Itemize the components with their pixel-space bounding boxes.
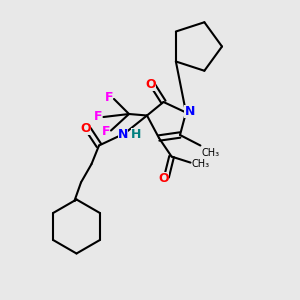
Text: N: N <box>184 105 195 119</box>
Text: F: F <box>102 125 110 138</box>
Text: F: F <box>105 91 113 104</box>
Text: F: F <box>94 110 102 124</box>
Text: CH₃: CH₃ <box>192 159 210 169</box>
Text: N: N <box>118 128 128 141</box>
Text: O: O <box>145 78 156 91</box>
Text: H: H <box>131 128 141 141</box>
Text: O: O <box>80 122 91 135</box>
Text: CH₃: CH₃ <box>202 148 220 158</box>
Text: O: O <box>158 172 169 185</box>
